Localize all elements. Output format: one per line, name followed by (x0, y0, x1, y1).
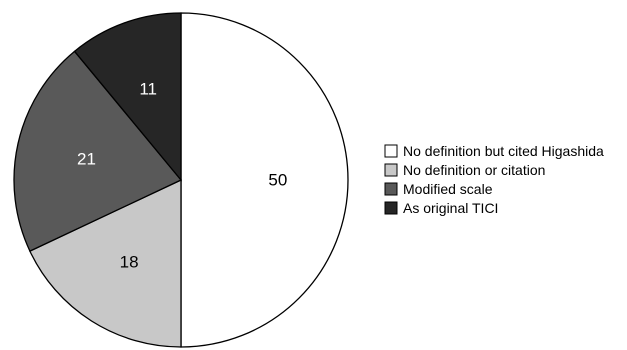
pie-slice-value-label: 50 (268, 171, 287, 190)
legend-label-no-definition-or-citation: No definition or citation (403, 162, 545, 178)
pie-slice-value-label: 18 (120, 252, 139, 271)
legend-swatch-no-definition-or-citation (384, 163, 398, 177)
pie-slice-no-definition-but-cited-higashida (180, 12, 349, 348)
pie-slices (13, 12, 349, 348)
legend-label-modified-scale: Modified scale (403, 181, 493, 197)
pie-slice-no-definition-or-citation (29, 178, 182, 348)
legend-swatch-modified-scale (384, 182, 398, 196)
pie-slice-labels: 50 18 21 11 (77, 79, 287, 271)
legend-label-as-original-tici: As original TICI (403, 200, 498, 216)
pie-slice-as-original-tici (73, 12, 182, 182)
legend-swatch-no-definition-but-cited-higashida (384, 144, 398, 158)
legend-swatch-as-original-tici (384, 201, 398, 215)
pie-slice-value-label: 11 (139, 79, 157, 98)
chart-legend: No definition but cited Higashida No defi… (384, 143, 604, 216)
legend-label-no-definition-but-cited-higashida: No definition but cited Higashida (403, 143, 604, 159)
pie-slice-modified-scale (13, 50, 183, 252)
pie-slice-value-label: 21 (77, 149, 96, 168)
